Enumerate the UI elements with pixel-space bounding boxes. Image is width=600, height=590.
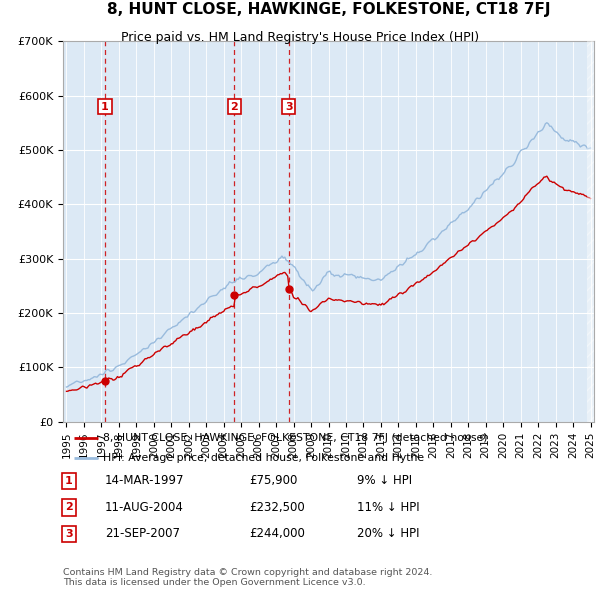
Text: 8, HUNT CLOSE, HAWKINGE, FOLKESTONE, CT18 7FJ (detached house): 8, HUNT CLOSE, HAWKINGE, FOLKESTONE, CT1…: [103, 434, 487, 444]
Text: 20% ↓ HPI: 20% ↓ HPI: [357, 527, 419, 540]
Text: HPI: Average price, detached house, Folkestone and Hythe: HPI: Average price, detached house, Folk…: [103, 454, 424, 463]
Text: £75,900: £75,900: [249, 474, 298, 487]
Text: 11% ↓ HPI: 11% ↓ HPI: [357, 501, 419, 514]
Text: £232,500: £232,500: [249, 501, 305, 514]
Text: 1: 1: [101, 101, 109, 112]
Text: £244,000: £244,000: [249, 527, 305, 540]
Text: 11-AUG-2004: 11-AUG-2004: [105, 501, 184, 514]
Text: 2: 2: [65, 503, 73, 512]
Text: 9% ↓ HPI: 9% ↓ HPI: [357, 474, 412, 487]
Text: 14-MAR-1997: 14-MAR-1997: [105, 474, 185, 487]
Text: Price paid vs. HM Land Registry's House Price Index (HPI): Price paid vs. HM Land Registry's House …: [121, 31, 479, 44]
Text: Contains HM Land Registry data © Crown copyright and database right 2024.
This d: Contains HM Land Registry data © Crown c…: [63, 568, 433, 587]
Text: 3: 3: [285, 101, 292, 112]
Title: 8, HUNT CLOSE, HAWKINGE, FOLKESTONE, CT18 7FJ: 8, HUNT CLOSE, HAWKINGE, FOLKESTONE, CT1…: [107, 2, 550, 17]
Text: 21-SEP-2007: 21-SEP-2007: [105, 527, 180, 540]
Text: 2: 2: [230, 101, 238, 112]
Text: 3: 3: [65, 529, 73, 539]
Text: 1: 1: [65, 476, 73, 486]
